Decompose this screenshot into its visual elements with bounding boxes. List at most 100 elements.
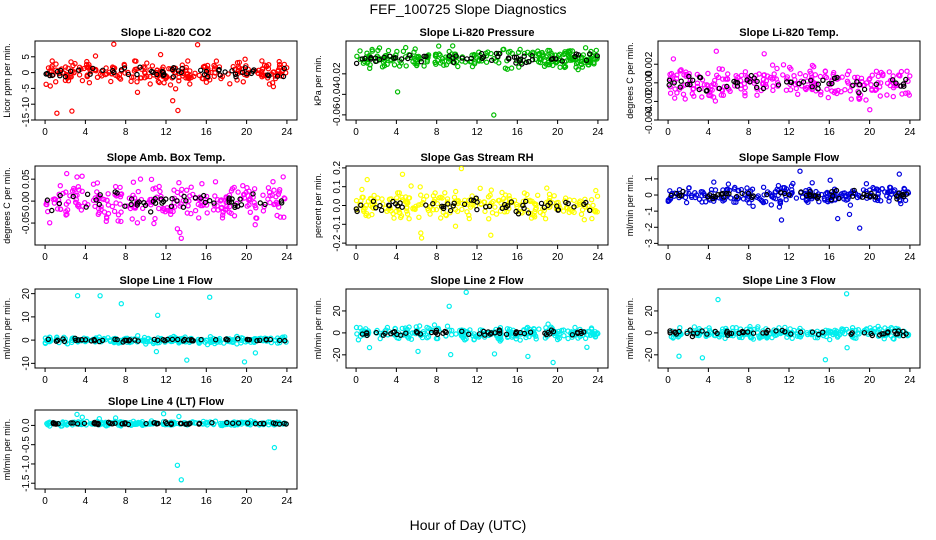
data-point [179,186,185,193]
data-point [540,52,547,58]
data-point [131,204,137,211]
data-point [359,194,365,200]
data-point [183,187,190,193]
x-tick-label: 0 [42,496,48,507]
data-point [142,65,148,71]
y-axis-label: kPa per min. [313,55,323,106]
data-point [593,47,600,54]
data-point [418,192,424,198]
data-point [152,185,159,191]
data-point [861,86,868,93]
data-point [572,324,578,331]
data-point [408,183,414,189]
data-point [672,86,678,92]
data-point [79,414,86,420]
data-point [210,207,217,213]
data-point [367,202,374,209]
data-point [417,331,424,337]
data-point [725,71,731,77]
data-point [845,80,851,86]
x-tick-label: 8 [123,375,129,386]
data-point [583,57,590,64]
data-point [728,330,735,337]
data-point [377,202,383,209]
data-point [578,328,584,335]
data-point [667,188,673,194]
data-point [868,190,874,196]
data-point [421,196,427,203]
data-point [433,206,440,213]
data-point [478,201,484,208]
data-point [257,420,263,427]
data-point [398,214,404,221]
data-point [105,419,112,425]
data-point [261,62,268,68]
data-point [481,334,488,340]
data-point [400,48,407,55]
data-point [686,70,692,77]
data-point [229,420,236,426]
data-point [724,328,730,334]
data-point [186,198,192,204]
data-point [232,204,238,210]
data-point [483,59,490,65]
x-tick-label: 12 [471,252,483,263]
data-point [897,73,903,79]
data-point [270,178,276,185]
data-point [156,79,162,86]
data-point [52,421,58,427]
data-point [775,82,782,88]
data-point [179,62,185,68]
data-point [727,187,733,194]
data-point [482,208,488,215]
data-point [726,190,732,197]
data-point [430,200,436,207]
x-tick-label: 24 [281,252,293,263]
y-tick-label: 1 [644,176,655,182]
data-point [421,53,427,60]
data-point [172,86,179,92]
data-point [697,74,704,81]
data-point [360,207,367,213]
data-point [896,171,903,177]
data-point [376,57,383,63]
x-tick-label: 0 [42,252,48,263]
x-tick-label: 8 [746,127,752,138]
data-point [443,212,449,219]
panel-4: Slope Amb. Box Temp. 0 4 8 12 16 20 24 0.05 0.00-… [2,152,298,263]
data-point [160,198,167,205]
data-point [593,187,599,194]
data-point [55,337,61,343]
data-point [384,208,390,214]
y-tick-label: -0.04 [332,83,343,106]
data-point [523,59,530,66]
data-point [109,67,116,74]
data-point [898,83,904,89]
data-point [690,331,697,337]
data-point [761,51,767,57]
data-point [727,88,733,95]
data-point [466,331,472,337]
data-point [793,195,800,201]
data-point [353,324,360,331]
data-point [206,197,213,204]
data-point [381,54,387,61]
data-point [487,331,493,337]
data-point [219,212,226,218]
data-point [353,197,360,204]
data-point [769,62,776,68]
data-point [235,336,241,342]
data-point [411,49,417,55]
data-point [56,200,63,207]
data-point [412,206,418,213]
y-tick-label: -0.2 [332,234,343,252]
data-point [584,344,590,350]
data-point [266,422,272,428]
data-point [884,92,890,98]
data-point [118,301,125,307]
data-point [877,93,884,99]
data-point [219,215,226,221]
data-point [175,107,181,114]
data-point [234,60,241,66]
data-point [684,330,690,337]
